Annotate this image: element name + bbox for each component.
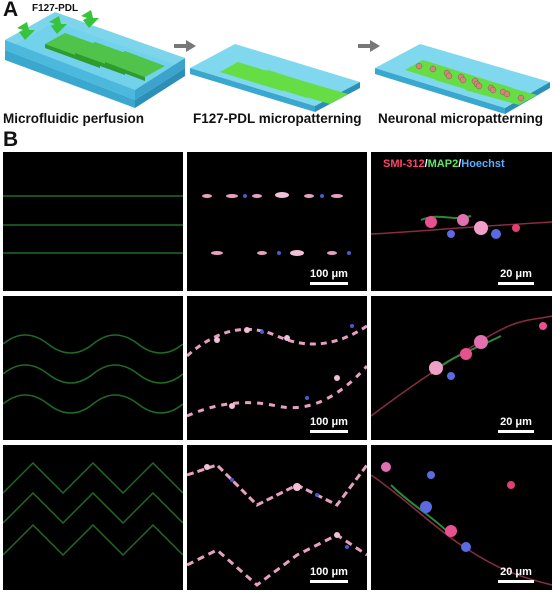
neurons-zigzag-highmag-image: 20 μm bbox=[371, 445, 552, 590]
scale-bar-100um: 100 μm bbox=[310, 416, 348, 433]
caption-f127-pdl-micropatterning: F127-PDL micropatterning bbox=[193, 111, 362, 126]
caption-neuronal-micropatterning: Neuronal micropatterning bbox=[378, 111, 544, 126]
arrow-right-icon bbox=[358, 40, 380, 52]
neurons-wavy-highmag-image: 20 μm bbox=[371, 296, 552, 440]
neurons-wavy-lowmag-image: 100 μm bbox=[187, 296, 367, 440]
pattern-straight-lines bbox=[3, 152, 183, 291]
scale-bar-100um: 100 μm bbox=[310, 268, 348, 285]
panel-a-letter: A bbox=[3, 0, 19, 21]
pattern-wavy-lines bbox=[3, 296, 183, 440]
channel-legend: SMI-312/MAP2/Hoechst bbox=[383, 158, 505, 170]
scale-bar-100um: 100 μm bbox=[310, 566, 348, 583]
neurons-straight-highmag-image: SMI-312/MAP2/Hoechst 20 μm bbox=[371, 152, 552, 291]
device-label-f127-pdl: F127-PDL bbox=[32, 3, 79, 14]
scale-bar-20um: 20 μm bbox=[498, 268, 534, 285]
neurons-zigzag-lowmag-image: 100 μm bbox=[187, 445, 367, 590]
scale-bar-20um: 20 μm bbox=[498, 416, 534, 433]
arrow-right-icon bbox=[174, 40, 196, 52]
neurons-straight-lowmag-image: 100 μm bbox=[187, 152, 367, 291]
micropatterned-substrate-illustration bbox=[190, 42, 360, 112]
neuron-patterned-substrate-illustration bbox=[375, 42, 550, 114]
microfluidic-device-illustration bbox=[5, 8, 185, 108]
pattern-zigzag-lines bbox=[3, 445, 183, 590]
panel-b-letter: B bbox=[3, 128, 19, 151]
caption-microfluidic-perfusion: Microfluidic perfusion bbox=[3, 111, 145, 126]
scale-bar-20um: 20 μm bbox=[498, 566, 534, 583]
